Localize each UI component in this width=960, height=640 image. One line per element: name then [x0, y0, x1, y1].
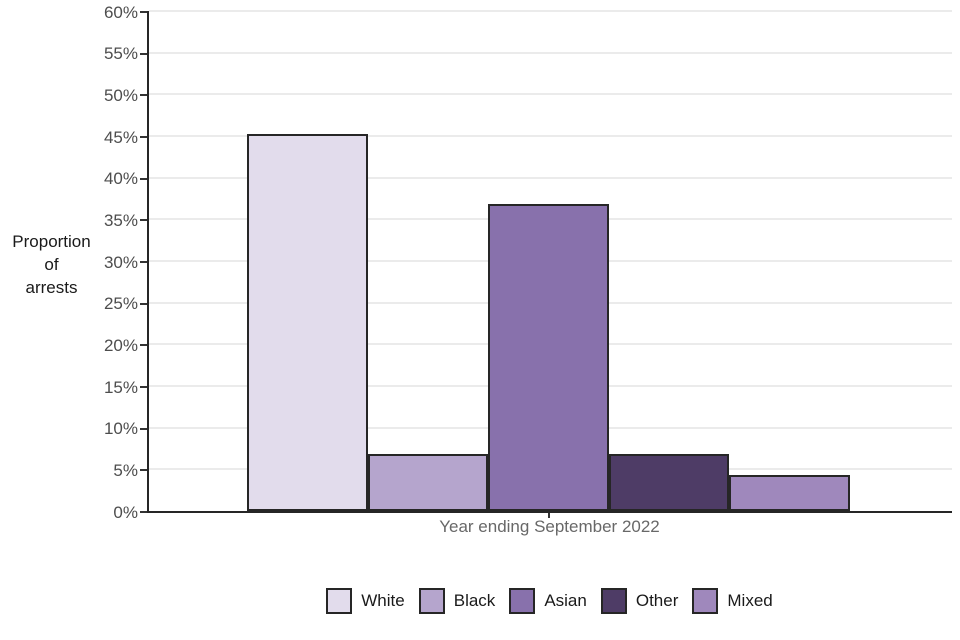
legend-label-mixed: Mixed	[727, 591, 773, 610]
y-tick-label-50: 50%	[103, 85, 138, 105]
y-tick-mark-60	[140, 11, 147, 13]
y-tick-label-25: 25%	[103, 294, 138, 314]
gridline-45	[149, 135, 952, 137]
legend-swatch-asian	[509, 588, 536, 614]
legend-swatch-black	[418, 588, 445, 614]
plot-area	[147, 10, 952, 518]
y-axis-title: Proportion of arrests	[12, 232, 91, 297]
gridline-60	[149, 10, 952, 12]
legend-swatch-other	[600, 588, 627, 614]
legend-swatch-mixed	[692, 588, 719, 614]
y-tick-mark-5	[140, 469, 147, 472]
y-tick-mark-10	[140, 427, 147, 430]
y-tick-mark-30	[140, 261, 147, 263]
legend-item-other: Other	[600, 588, 679, 614]
legend-label-other: Other	[635, 591, 679, 610]
y-tick-label-20: 20%	[103, 335, 138, 355]
y-tick-label-15: 15%	[103, 377, 138, 397]
y-tick-mark-25	[140, 302, 147, 305]
legend-label-white: White	[361, 591, 405, 610]
y-tick-mark-15	[140, 386, 147, 388]
gridline-50	[149, 93, 952, 96]
bar-white	[247, 134, 368, 511]
y-axis: 0% 5% 10% 15% 20% 25% 30% 35% 40% 45% 50% 55% 60%	[0, 3, 147, 522]
y-tick-mark-55	[140, 52, 147, 55]
legend-label-asian: Asian	[544, 591, 587, 610]
bar-mixed	[729, 475, 850, 511]
legend-item-mixed: Mixed	[692, 588, 773, 614]
bar-asian	[488, 204, 609, 511]
legend-item-asian: Asian	[509, 588, 587, 614]
y-tick-mark-35	[140, 219, 147, 222]
legend-label-black: Black	[453, 591, 496, 610]
y-tick-label-60: 60%	[103, 2, 138, 22]
y-tick-mark-20	[140, 344, 147, 347]
gridline-40	[149, 176, 952, 179]
y-tick-mark-40	[140, 177, 147, 180]
y-tick-label-55: 55%	[103, 44, 138, 64]
legend: White Black Asian Other Mixed	[147, 588, 952, 614]
x-axis-tick	[547, 513, 550, 518]
y-tick-label-40: 40%	[103, 169, 138, 189]
bar-black	[367, 453, 489, 511]
y-tick-label-45: 45%	[103, 127, 138, 147]
y-tick-label-30: 30%	[103, 252, 138, 272]
y-tick-label-0: 0%	[113, 502, 138, 522]
y-tick-label-35: 35%	[103, 210, 138, 230]
y-tick-mark-0	[140, 511, 147, 513]
legend-swatch-white	[326, 588, 353, 614]
y-tick-mark-50	[140, 94, 147, 97]
legend-item-white: White	[326, 588, 405, 614]
x-axis-title: Year ending September 2022	[439, 517, 660, 536]
y-tick-mark-45	[140, 136, 147, 138]
y-tick-label-10: 10%	[103, 419, 138, 439]
legend-item-black: Black	[418, 588, 496, 614]
gridline-55	[149, 51, 952, 54]
bar-other	[608, 453, 730, 511]
y-tick-label-5: 5%	[113, 460, 138, 480]
